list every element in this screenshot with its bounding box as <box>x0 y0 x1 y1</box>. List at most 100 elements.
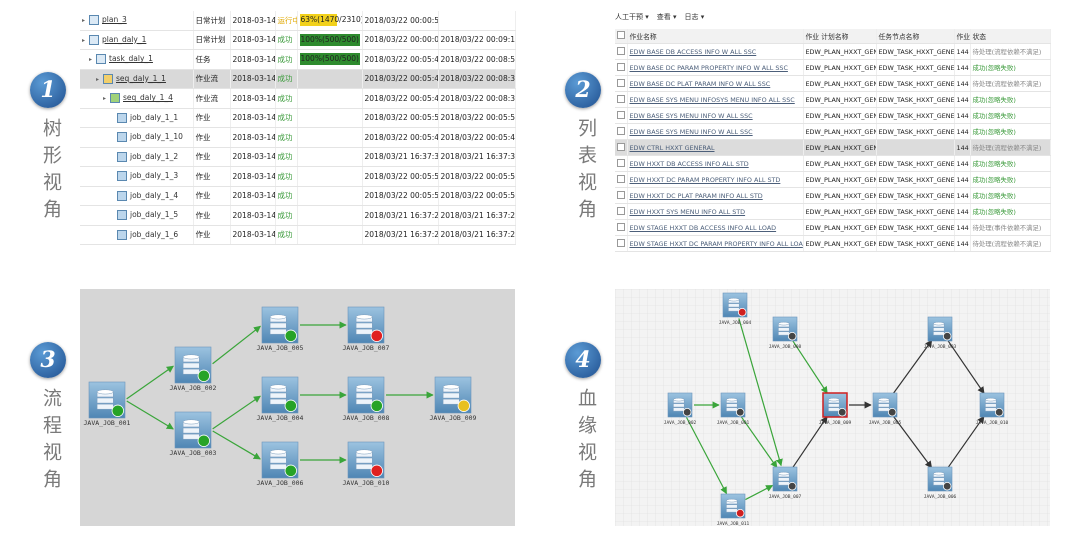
job-node[interactable]: JAVA_JOB_004 <box>257 376 304 422</box>
job-name[interactable]: EDW HXXT DC PARAM PROPERTY INFO ALL STD <box>629 175 781 184</box>
job-node[interactable]: JAVA_JOB_009 <box>819 392 852 426</box>
checkbox[interactable] <box>617 31 625 39</box>
job-node[interactable]: JAVA_JOB_001 <box>717 392 750 426</box>
checkbox[interactable] <box>617 46 625 55</box>
list-row[interactable]: EDW STAGE HXXT DB ACCESS INFO ALL LOAD ED… <box>615 219 1051 236</box>
list-row[interactable]: EDW BASE SYS MENU INFO W ALL SSC EDW_PLAN… <box>615 123 1051 140</box>
job-node[interactable]: JAVA_JOB_003 <box>924 316 957 350</box>
checkbox[interactable] <box>617 62 625 71</box>
status-dot <box>787 331 797 341</box>
job-node[interactable]: JAVA_JOB_004 <box>719 292 752 326</box>
job-node[interactable]: JAVA_JOB_005 <box>257 306 304 352</box>
type-cell: 任务 <box>193 49 231 70</box>
list-row[interactable]: EDW BASE DC PARAM PROPERTY INFO W ALL SS… <box>615 59 1051 76</box>
tree-row[interactable]: ▸ plan_3 日常计划2018-03-14运行中63%(1470/2310)20… <box>80 11 516 31</box>
list-row[interactable]: EDW CTRL HXXT GENERAL EDW_PLAN_HXXT_GENER… <box>615 139 1051 156</box>
start-cell: 2018/03/22 00:00:51 <box>362 11 439 31</box>
toolbar-button[interactable]: 日志 ▾ <box>684 13 705 21</box>
job-name[interactable]: EDW HXXT SYS MENU INFO ALL STD <box>629 207 746 216</box>
node-name[interactable]: task_daly_1 <box>109 54 153 64</box>
job-node[interactable]: JAVA_JOB_001 <box>84 381 131 427</box>
list-row[interactable]: EDW HXXT DC PLAT PARAM INFO ALL STD EDW_P… <box>615 187 1051 204</box>
job-node[interactable]: JAVA_JOB_002 <box>170 346 217 392</box>
checkbox[interactable] <box>617 190 625 199</box>
tree-row[interactable]: job_daly_1_2 作业 2018-03-14 成功 2018/03/21 16:… <box>80 147 516 167</box>
node-name[interactable]: job_daly_1_1 <box>130 112 179 122</box>
job-name[interactable]: EDW BASE DB ACCESS INFO W ALL SSC <box>629 47 757 56</box>
node-name[interactable]: plan_daly_1 <box>102 34 147 44</box>
job-name[interactable]: EDW HXXT DC PLAT PARAM INFO ALL STD <box>629 191 763 200</box>
job-name[interactable]: EDW STAGE HXXT DB ACCESS INFO ALL LOAD <box>629 223 777 232</box>
node-name[interactable]: job_daly_1_5 <box>130 210 179 220</box>
job-node[interactable]: JAVA_JOB_008 <box>343 376 390 422</box>
job-node[interactable]: JAVA_JOB_010 <box>976 392 1009 426</box>
job-node[interactable]: JAVA_JOB_008 <box>769 316 802 350</box>
tree-row[interactable]: job_daly_1_5 作业 2018-03-14 成功 2018/03/21 16:… <box>80 205 516 226</box>
checkbox[interactable] <box>617 238 625 247</box>
toggle[interactable]: ▸ <box>82 17 86 25</box>
toggle[interactable]: ▸ <box>82 36 86 44</box>
checkbox[interactable] <box>617 110 625 119</box>
job-name[interactable]: EDW HXXT DB ACCESS INFO ALL STD <box>629 159 749 168</box>
job-node[interactable]: JAVA_JOB_002 <box>664 392 697 426</box>
list-row[interactable]: EDW STAGE HXXT DC PARAM PROPERTY INFO AL… <box>615 235 1051 252</box>
tree-row[interactable]: job_daly_1_1 作业 2018-03-14 成功 2018/03/22 00:… <box>80 108 516 128</box>
job-name[interactable]: EDW CTRL HXXT GENERAL <box>629 143 715 152</box>
tree-row[interactable]: ▸ seq_daly_1_1 作业流 2018-03-14 成功 2018/03/22 0… <box>80 69 516 89</box>
checkbox[interactable] <box>617 126 625 135</box>
tree-row[interactable]: ▸ task_daly_1 任务 2018-03-14 成功 100%(500/500) 2… <box>80 49 516 70</box>
job-node[interactable]: JAVA_JOB_006 <box>257 441 304 487</box>
type-cell: 日常计划 <box>193 30 231 50</box>
node-name[interactable]: job_daly_1_3 <box>130 171 179 181</box>
status-dot <box>111 404 124 417</box>
tree-row[interactable]: ▸ seq_daly_1_4 作业流 2018-03-14 成功 2018/03/22 0… <box>80 88 516 109</box>
job-name[interactable]: EDW BASE SYS MENU INFO W ALL SSC <box>629 127 753 136</box>
list-row[interactable]: EDW BASE DB ACCESS INFO W ALL SSC EDW_PLA… <box>615 43 1051 60</box>
job-name[interactable]: EDW BASE DC PARAM PROPERTY INFO W ALL SS… <box>629 63 788 72</box>
job-node[interactable]: JAVA_JOB_005 <box>869 392 902 426</box>
job-node[interactable]: JAVA_JOB_007 <box>769 466 802 500</box>
job-node[interactable]: JAVA_JOB_007 <box>343 306 390 352</box>
list-cell: EDW_PLAN_HXXT_GENER <box>803 219 877 236</box>
job-name[interactable]: EDW BASE DC PLAT PARAM INFO W ALL SSC <box>629 79 771 88</box>
tree-row[interactable]: job_daly_1_6 作业 2018-03-14 成功 2018/03/21 16:… <box>80 225 516 245</box>
node-name[interactable]: plan_3 <box>102 15 127 25</box>
checkbox[interactable] <box>617 174 625 183</box>
list-row[interactable]: EDW BASE DC PLAT PARAM INFO W ALL SSC EDW… <box>615 75 1051 92</box>
tree-row[interactable]: job_daly_1_10 作业 2018-03-14 成功 2018/03/22 00… <box>80 127 516 148</box>
node-name[interactable]: seq_daly_1_1 <box>116 73 166 83</box>
list-row[interactable]: EDW HXXT DC PARAM PROPERTY INFO ALL STD E… <box>615 171 1051 188</box>
toolbar-button[interactable]: 人工干预 ▾ <box>615 13 649 21</box>
toggle[interactable]: ▸ <box>103 95 107 103</box>
node-name[interactable]: job_daly_1_4 <box>130 190 179 200</box>
job-name[interactable]: EDW BASE SYS MENU INFO W ALL SSC <box>629 111 753 120</box>
job-node[interactable]: JAVA_JOB_011 <box>717 493 750 526</box>
list-row[interactable]: EDW BASE SYS MENU INFO W ALL SSC EDW_PLAN… <box>615 107 1051 124</box>
job-node[interactable]: JAVA_JOB_003 <box>170 411 217 457</box>
checkbox[interactable] <box>617 94 625 103</box>
toggle[interactable]: ▸ <box>96 75 100 83</box>
node-name[interactable]: job_daly_1_6 <box>130 229 179 239</box>
checkbox[interactable] <box>617 158 625 167</box>
job-node[interactable]: JAVA_JOB_010 <box>343 441 390 487</box>
list-row[interactable]: EDW HXXT DB ACCESS INFO ALL STD EDW_PLAN_… <box>615 155 1051 172</box>
checkbox[interactable] <box>617 78 625 87</box>
list-row[interactable]: EDW HXXT SYS MENU INFO ALL STD EDW_PLAN_H… <box>615 203 1051 220</box>
job-name[interactable]: EDW BASE SYS MENU INFOSYS MENU INFO ALL … <box>629 95 795 104</box>
job-name[interactable]: EDW STAGE HXXT DC PARAM PROPERTY INFO AL… <box>629 239 803 248</box>
checkbox[interactable] <box>617 222 625 231</box>
node-name[interactable]: seq_daly_1_4 <box>123 93 173 103</box>
node-label: JAVA_JOB_010 <box>976 420 1009 426</box>
toolbar-button[interactable]: 查看 ▾ <box>656 13 677 21</box>
tree-row[interactable]: job_daly_1_3 作业 2018-03-14 成功 2018/03/22 00:… <box>80 166 516 187</box>
checkbox[interactable] <box>617 142 625 151</box>
node-name[interactable]: job_daly_1_2 <box>130 151 179 161</box>
list-row[interactable]: EDW BASE SYS MENU INFOSYS MENU INFO ALL … <box>615 91 1051 108</box>
toggle[interactable]: ▸ <box>89 56 93 64</box>
node-name[interactable]: job_daly_1_10 <box>130 132 183 142</box>
tree-row[interactable]: ▸ plan_daly_1 日常计划 2018-03-14 成功 100%(500/500… <box>80 30 516 50</box>
checkbox[interactable] <box>617 206 625 215</box>
tree-row[interactable]: job_daly_1_4 作业 2018-03-14 成功 2018/03/22 00:… <box>80 186 516 206</box>
job-node[interactable]: JAVA_JOB_009 <box>430 376 477 422</box>
job-node[interactable]: JAVA_JOB_006 <box>924 466 957 500</box>
